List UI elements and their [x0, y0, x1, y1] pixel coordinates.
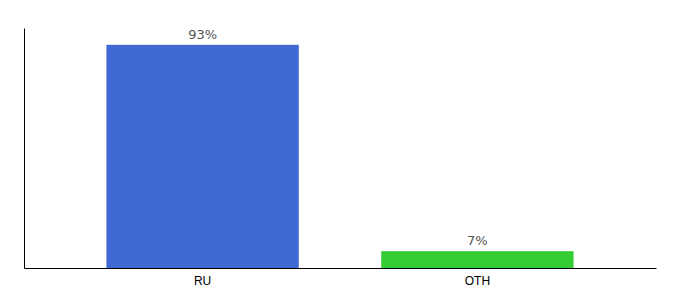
y-axis-line: [24, 29, 25, 269]
x-tick-label: OTH: [465, 274, 490, 288]
x-axis: RU OTH: [25, 269, 657, 288]
x-tick: OTH: [465, 274, 490, 288]
x-axis-line: [25, 268, 657, 269]
chart: RU OTH 93% 7%: [0, 0, 680, 300]
data-labels: 93% 7%: [188, 27, 488, 248]
bar: [381, 251, 573, 268]
data-label: 93%: [188, 27, 217, 42]
x-tick-label: RU: [194, 274, 211, 288]
plot: RU OTH 93% 7%: [25, 27, 657, 288]
bars: [106, 45, 573, 268]
data-label: 7%: [467, 233, 488, 248]
x-tick: RU: [194, 274, 211, 288]
y-axis: [24, 29, 25, 269]
bar: [106, 45, 298, 268]
